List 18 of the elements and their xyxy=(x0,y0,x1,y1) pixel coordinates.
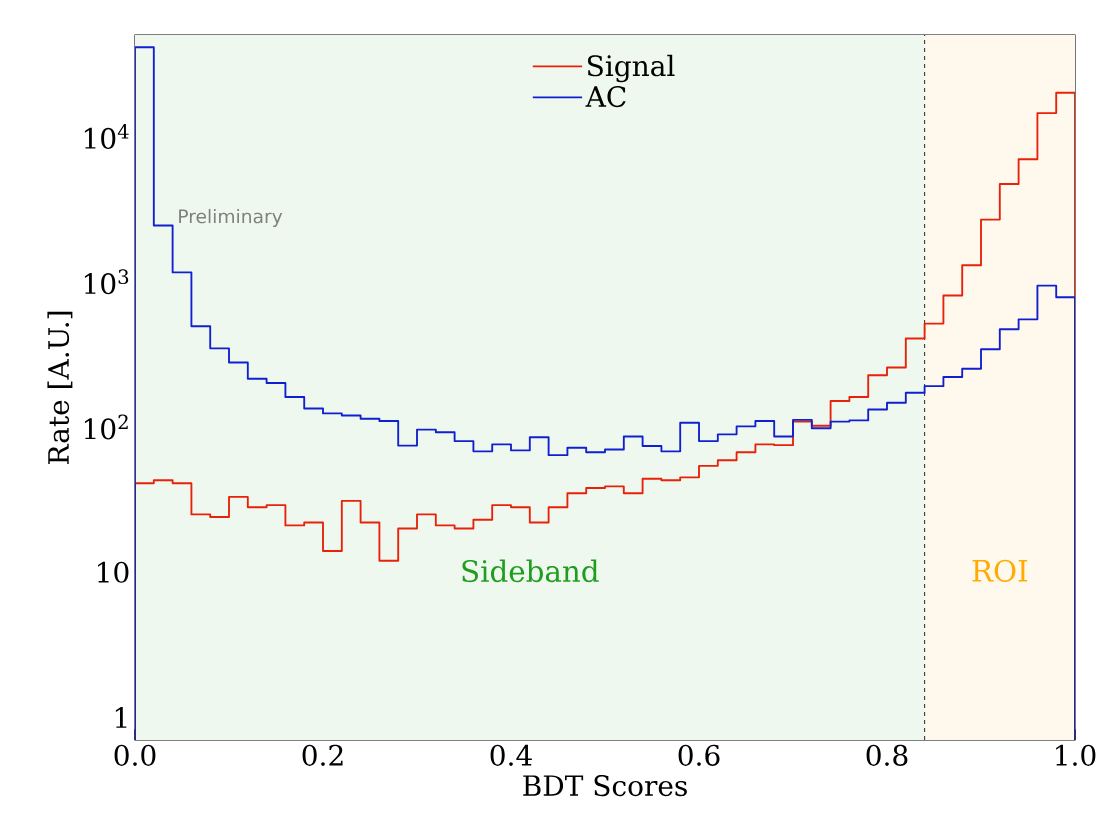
y-tick-label: 10$^{4}$ xyxy=(84,124,129,149)
x-tick-label: 0.4 xyxy=(490,744,532,766)
x-tick-label: 0.8 xyxy=(866,744,908,766)
y-tick-label: 10$^{3}$ xyxy=(84,269,129,295)
x-axis-title: BDT Scores xyxy=(523,775,687,797)
band-label: ROI xyxy=(972,559,1028,582)
annotation: Preliminary xyxy=(179,208,283,227)
band-label: Sideband xyxy=(462,559,599,583)
y-axis-title: Rate [A.U.] xyxy=(47,311,73,464)
y-tick-label: 10 xyxy=(98,561,129,583)
y-tick-label: 1 xyxy=(115,707,127,728)
x-tick-label: 1.0 xyxy=(1056,744,1096,766)
x-tick-label: 0.6 xyxy=(678,744,720,766)
x-tick-label: 0.0 xyxy=(114,744,156,766)
y-tick-label: 10$^{2}$ xyxy=(84,414,128,440)
legend-label: Signal xyxy=(588,54,675,83)
x-tick-label: 0.2 xyxy=(302,744,343,766)
legend-label: AC xyxy=(585,85,626,108)
